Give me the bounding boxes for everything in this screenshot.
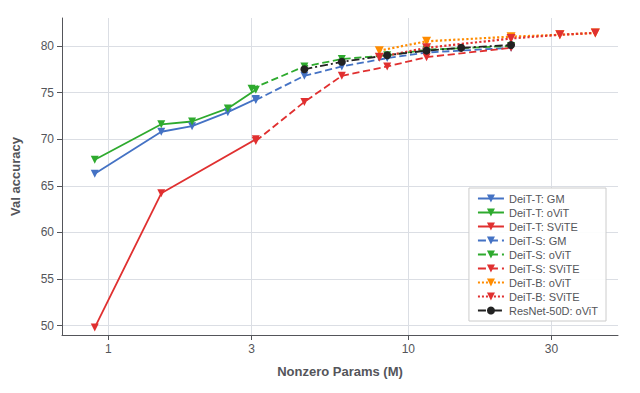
svg-text:3: 3 xyxy=(248,342,255,356)
svg-text:80: 80 xyxy=(41,39,55,53)
svg-text:65: 65 xyxy=(41,179,55,193)
svg-text:ResNet-50D: oViT: ResNet-50D: oViT xyxy=(509,305,598,317)
svg-text:Nonzero Params (M): Nonzero Params (M) xyxy=(277,364,403,379)
svg-text:DeiT-T: GM: DeiT-T: GM xyxy=(509,193,565,205)
svg-text:Val accuracy: Val accuracy xyxy=(8,136,23,216)
svg-text:DeiT-S: oViT: DeiT-S: oViT xyxy=(509,249,571,261)
svg-text:DeiT-S: SViTE: DeiT-S: SViTE xyxy=(509,263,580,275)
svg-text:DeiT-T: SViTE: DeiT-T: SViTE xyxy=(509,221,578,233)
svg-text:75: 75 xyxy=(41,86,55,100)
svg-text:70: 70 xyxy=(41,132,55,146)
svg-text:55: 55 xyxy=(41,272,55,286)
svg-text:60: 60 xyxy=(41,225,55,239)
svg-text:30: 30 xyxy=(545,342,559,356)
svg-text:10: 10 xyxy=(402,342,416,356)
svg-text:DeiT-T: oViT: DeiT-T: oViT xyxy=(509,207,570,219)
svg-text:DeiT-S: GM: DeiT-S: GM xyxy=(509,235,566,247)
svg-text:DeiT-B: oViT: DeiT-B: oViT xyxy=(509,277,571,289)
svg-text:50: 50 xyxy=(41,319,55,333)
svg-text:DeiT-B: SViTE: DeiT-B: SViTE xyxy=(509,291,580,303)
svg-text:1: 1 xyxy=(105,342,112,356)
